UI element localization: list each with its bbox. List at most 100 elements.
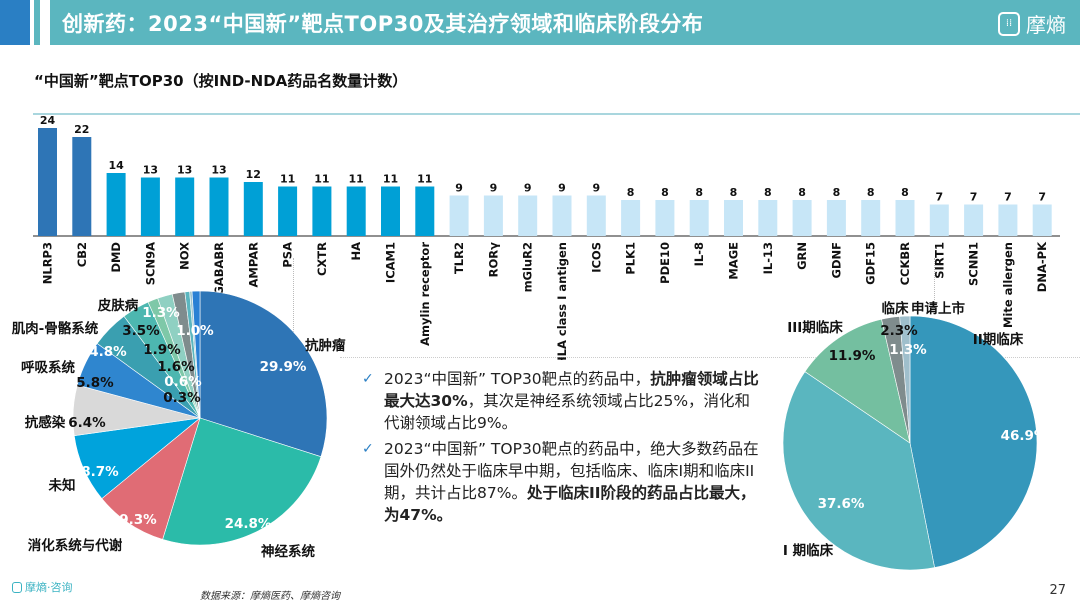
finding-bullet-1: ✓ 2023“中国新” TOP30靶点的药品中，抗肿瘤领域占比最大达30%，其次… — [362, 368, 762, 434]
bar-category-label: HA — [349, 242, 363, 261]
bar-AMPAR — [243, 182, 263, 236]
guide-line — [293, 258, 294, 342]
bar-value-label: 12 — [246, 168, 261, 181]
pie-category-label: II期临床 — [973, 331, 1024, 348]
bar-category-label: GABABR — [212, 242, 226, 296]
bar-GABABR — [209, 177, 229, 236]
bar-GDF15 — [861, 200, 881, 236]
bar-Amylin receptor — [415, 186, 435, 236]
pie-slice — [804, 318, 911, 444]
bullet-text-1b: 抗肿瘤领域占比最大达30% — [384, 370, 759, 410]
bar-category-label: NOX — [178, 242, 192, 270]
bar-category-label: ICAM1 — [384, 242, 398, 283]
bar-CXTR — [312, 186, 332, 236]
bar-value-label: 24 — [40, 114, 56, 127]
pie-category-label: 抗肿瘤 — [305, 337, 346, 354]
bar-category-label: SCNN1 — [967, 242, 981, 286]
pie-category-label: 神经系统 — [261, 543, 315, 560]
pie-value-label: 9.3% — [119, 512, 157, 528]
hexagon-logo-icon: ⁞⁞ — [998, 11, 1020, 36]
key-findings: ✓ 2023“中国新” TOP30靶点的药品中，抗肿瘤领域占比最大达30%，其次… — [362, 368, 762, 530]
bar-value-label: 11 — [383, 173, 398, 186]
pie-value-label: 1.9% — [143, 342, 181, 358]
bar-DNA-PK — [1032, 204, 1052, 236]
bar-value-label: 8 — [627, 186, 635, 199]
bullet-text-2a: 2023“中国新” TOP30靶点的药品中，绝大多数药品在国外仍然处于临床早中期… — [384, 440, 759, 502]
pie-value-label: 0.6% — [164, 374, 202, 390]
bar-Mite allergen — [998, 204, 1018, 236]
bar-value-label: 8 — [661, 186, 669, 199]
bar-ICAM1 — [381, 186, 400, 236]
footer-logo-text: 摩熵·咨询 — [25, 581, 73, 594]
bar-HA — [346, 186, 366, 236]
bar-value-label: 11 — [314, 173, 329, 186]
pie-category-label: I 期临床 — [783, 542, 834, 559]
bar-value-label: 13 — [211, 164, 226, 177]
bar-value-label: 11 — [349, 173, 364, 186]
bar-PLK1 — [621, 200, 641, 236]
bar-category-label: CXTR — [315, 242, 329, 276]
bar-value-label: 8 — [695, 186, 703, 199]
bar-category-label: IL-13 — [761, 242, 775, 274]
pie-category-label: 呼吸系统 — [21, 359, 75, 376]
bar-category-label: PSA — [281, 242, 295, 268]
bullet-text-1a: 2023“中国新” TOP30靶点的药品中， — [384, 370, 651, 388]
subtitle-divider — [33, 113, 1080, 115]
therapeutic-area-pie-chart: 29.9% 抗肿瘤 24.8% 神经系统 9.3% 消化系统与代谢 8.7% 未知 6.4%抗感… — [12, 290, 346, 560]
bar-SIRT1 — [929, 204, 949, 236]
bar-PDE10 — [655, 200, 675, 236]
check-icon: ✓ — [362, 371, 374, 387]
bar-value-label: 13 — [177, 164, 192, 177]
bar-category-label: MAGE — [727, 242, 741, 280]
pie-category-label: 抗感染 — [25, 414, 66, 431]
bar-value-label: 7 — [935, 191, 943, 204]
pie-value-label: 3.5% — [122, 323, 160, 339]
bar-value-label: 9 — [592, 182, 600, 195]
data-source: 数据来源：摩熵医药、摩熵咨询 — [200, 591, 340, 602]
bar-chart: 24 NLRP3 22 CB2 14 DMD 13 SCN9A 13 NOX 13 GABABR 12 A… — [33, 114, 1060, 360]
pie-slice — [782, 371, 935, 571]
bar-mGluR2 — [518, 195, 538, 236]
bar-value-label: 7 — [1038, 191, 1046, 204]
bar-chart-title: “中国新”靶点TOP30（按IND-NDA药品名数量计数） — [34, 72, 408, 90]
page-title: 创新药：2023“中国新”靶点TOP30及其治疗领域和临床阶段分布 — [62, 12, 704, 36]
pie-value-label: 5.8% — [76, 375, 114, 391]
bar-value-label: 8 — [798, 186, 806, 199]
pie-value-label: 46.9% — [1001, 428, 1048, 444]
pie-value-label: 37.6% — [818, 496, 865, 512]
bar-category-label: GDF15 — [864, 242, 878, 285]
header-title-bar — [50, 0, 1080, 45]
pie-value-label: 1.3% — [889, 342, 927, 358]
bar-GRN — [792, 200, 812, 236]
pie-category-label: 皮肤病 — [98, 297, 139, 314]
bullet-text-1c: ，其次是神经系统领域占比25%，消化和代谢领域占比9%。 — [384, 392, 751, 432]
bar-value-label: 8 — [901, 186, 909, 199]
bar-TLR2 — [449, 195, 469, 236]
bar-category-label: DNA-PK — [1035, 241, 1049, 292]
bar-RORγ — [483, 195, 503, 236]
bar-GDNF — [826, 200, 846, 236]
bar-category-label: TLR2 — [452, 242, 466, 274]
pie-value-label: 1.0% — [176, 323, 214, 339]
bar-category-label: NLRP3 — [41, 242, 55, 284]
brand-logo: ⁞⁞ 摩熵 — [998, 9, 1066, 38]
bar-category-label: SIRT1 — [932, 242, 946, 279]
pie-category-label: 临床 — [882, 300, 910, 317]
bar-value-label: 9 — [490, 182, 498, 195]
bar-value-label: 14 — [108, 159, 124, 172]
bar-SCNN1 — [964, 204, 984, 236]
finding-bullet-2: ✓ 2023“中国新” TOP30靶点的药品中，绝大多数药品在国外仍然处于临床早… — [362, 438, 762, 526]
bar-value-label: 11 — [417, 173, 432, 186]
pie-value-label: 0.3% — [163, 390, 201, 406]
bullet-text-2b: 处于临床II阶段的药品占比最大，为47%。 — [384, 484, 756, 524]
bar-category-label: ICOS — [589, 242, 603, 273]
bar-category-label: DMD — [109, 242, 123, 273]
pie-slice — [199, 290, 328, 458]
pie-category-label: 肌肉-骨骼系统 — [12, 320, 99, 337]
bar-category-label: SCN9A — [143, 242, 157, 285]
bar-NOX — [175, 177, 195, 236]
header-bar: 创新药：2023“中国新”靶点TOP30及其治疗领域和临床阶段分布 ⁞⁞ 摩熵 — [0, 0, 1080, 45]
pie-value-label: 2.3% — [880, 323, 918, 339]
bar-DMD — [106, 173, 126, 236]
hexagon-logo-icon — [12, 581, 22, 593]
